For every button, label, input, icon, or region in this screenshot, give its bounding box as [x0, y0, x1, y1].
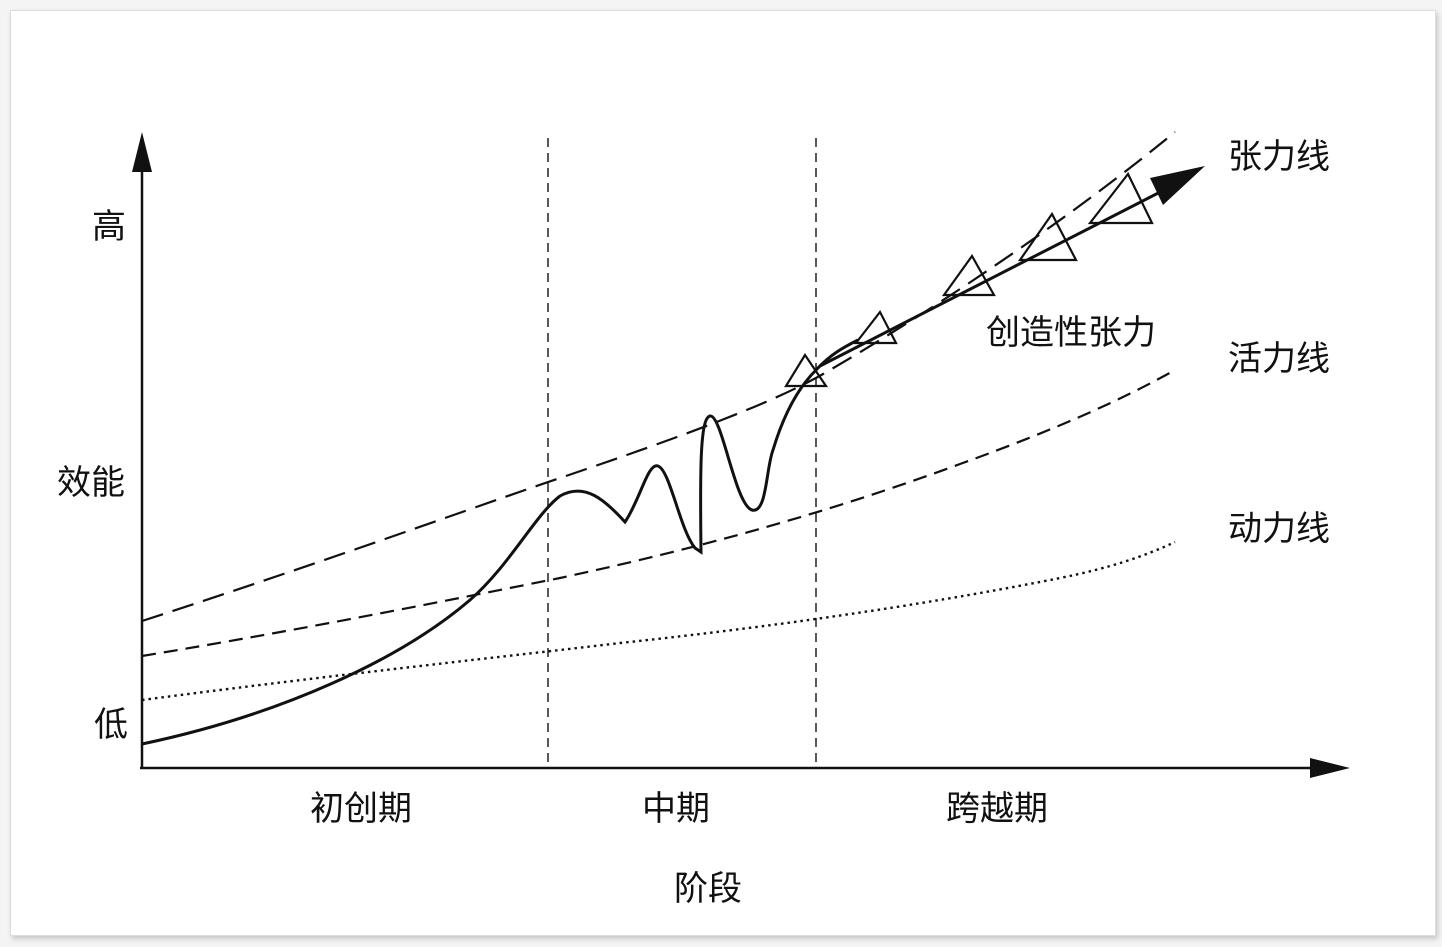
performance-curve: [141, 338, 859, 746]
x-axis-label: 阶段: [674, 869, 742, 909]
stage-label-middle: 中期: [642, 789, 710, 829]
triangle-marker-2: [853, 309, 898, 345]
vitality-line-label: 活力线: [1228, 339, 1330, 379]
stage-label-startup: 初创期: [310, 789, 412, 829]
tension-line-curve: [141, 131, 1176, 623]
creative-tension-label: 创造性张力: [986, 313, 1156, 353]
y-high-label: 高: [92, 207, 126, 247]
y-low-label: 低: [94, 705, 128, 745]
triangle-marker-1: [784, 352, 829, 388]
creative-tension-arrow-head: [1150, 166, 1205, 205]
stage-label-leap: 跨越期: [946, 789, 1048, 829]
power-line-label: 动力线: [1228, 509, 1330, 549]
vitality-line-curve: [141, 369, 1176, 658]
tension-line-label: 张力线: [1228, 137, 1330, 177]
power-line-curve: [141, 540, 1176, 702]
triangle-marker-4: [1017, 211, 1078, 262]
triangle-marker-5: [1087, 171, 1154, 225]
y-axis-arrow: [132, 132, 152, 172]
figure-panel: [10, 10, 1436, 936]
x-axis-arrow: [1310, 758, 1350, 778]
creative-tension-arrow-shaft: [819, 186, 1169, 368]
y-axis-label: 效能: [57, 463, 125, 503]
triangle-marker-3: [941, 253, 996, 297]
